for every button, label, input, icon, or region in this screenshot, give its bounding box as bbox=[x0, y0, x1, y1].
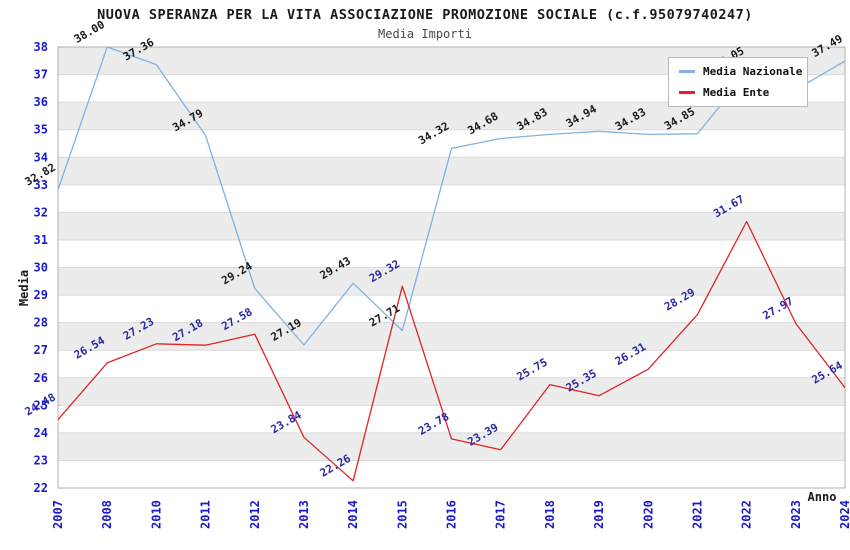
plot-band bbox=[58, 129, 845, 158]
y-tick-label: 24 bbox=[34, 426, 48, 440]
y-tick-label: 35 bbox=[34, 123, 48, 137]
plot-band bbox=[58, 295, 845, 323]
plot-band bbox=[58, 322, 845, 351]
plot-band bbox=[58, 239, 845, 268]
x-tick-label: 2020 bbox=[641, 500, 655, 529]
x-tick-label: 2007 bbox=[51, 500, 65, 529]
x-tick-label: 2016 bbox=[445, 500, 459, 529]
x-tick-label: 2013 bbox=[297, 500, 311, 529]
y-tick-label: 34 bbox=[34, 150, 48, 164]
y-tick-label: 23 bbox=[34, 453, 48, 467]
y-tick-label: 26 bbox=[34, 371, 48, 385]
y-tick-label: 31 bbox=[34, 233, 48, 247]
y-axis-label: Media bbox=[17, 270, 31, 306]
plot-band bbox=[58, 377, 845, 406]
plot-border bbox=[57, 46, 846, 489]
plot-band bbox=[58, 267, 845, 296]
y-tick-label: 32 bbox=[34, 205, 48, 219]
legend-swatch-media-nazionale bbox=[679, 70, 695, 73]
series-line-media-nazionale bbox=[57, 46, 846, 346]
legend: Media Nazionale Media Ente bbox=[668, 57, 808, 107]
x-tick-label: 2012 bbox=[248, 500, 262, 529]
y-tick-label: 27 bbox=[34, 343, 48, 357]
x-tick-label: 2022 bbox=[740, 500, 754, 529]
x-tick-label: 2015 bbox=[395, 500, 409, 529]
legend-item-media-nazionale: Media Nazionale bbox=[679, 65, 803, 78]
plot-band bbox=[58, 460, 845, 488]
x-tick-label: 2010 bbox=[149, 500, 163, 529]
y-tick-label: 33 bbox=[34, 178, 48, 192]
y-tick-label: 37 bbox=[34, 68, 48, 82]
chart-subtitle: Media Importi bbox=[378, 27, 472, 41]
x-tick-label: 2019 bbox=[592, 500, 606, 529]
x-tick-label: 2011 bbox=[199, 500, 213, 529]
x-tick-label: 2024 bbox=[838, 500, 850, 529]
x-tick-label: 2008 bbox=[100, 500, 114, 529]
x-axis-label: Anno bbox=[808, 490, 837, 504]
y-tick-label: 38 bbox=[34, 40, 48, 54]
y-tick-label: 36 bbox=[34, 95, 48, 109]
plot-band bbox=[58, 350, 845, 378]
plot-band bbox=[58, 157, 845, 185]
legend-label-media-nazionale: Media Nazionale bbox=[703, 65, 803, 78]
plot-band bbox=[58, 405, 845, 433]
y-tick-label: 29 bbox=[34, 288, 48, 302]
series-line-media-ente bbox=[57, 220, 846, 482]
legend-label-media-ente: Media Ente bbox=[703, 86, 770, 99]
y-tick-label: 28 bbox=[34, 316, 48, 330]
x-tick-label: 2017 bbox=[494, 500, 508, 529]
y-tick-label: 22 bbox=[34, 481, 48, 495]
plot-band bbox=[58, 212, 845, 240]
x-tick-label: 2014 bbox=[346, 500, 360, 529]
plot-band bbox=[58, 184, 845, 213]
x-tick-label: 2018 bbox=[543, 500, 557, 529]
y-tick-label: 30 bbox=[34, 261, 48, 275]
point-label: 24.48 bbox=[23, 391, 58, 419]
legend-item-media-ente: Media Ente bbox=[679, 86, 799, 99]
x-tick-label: 2023 bbox=[789, 500, 803, 529]
y-tick-label: 25 bbox=[34, 398, 48, 412]
legend-swatch-media-ente bbox=[679, 91, 695, 94]
chart-title: NUOVA SPERANZA PER LA VITA ASSOCIAZIONE … bbox=[97, 7, 753, 23]
x-tick-label: 2021 bbox=[690, 500, 704, 529]
